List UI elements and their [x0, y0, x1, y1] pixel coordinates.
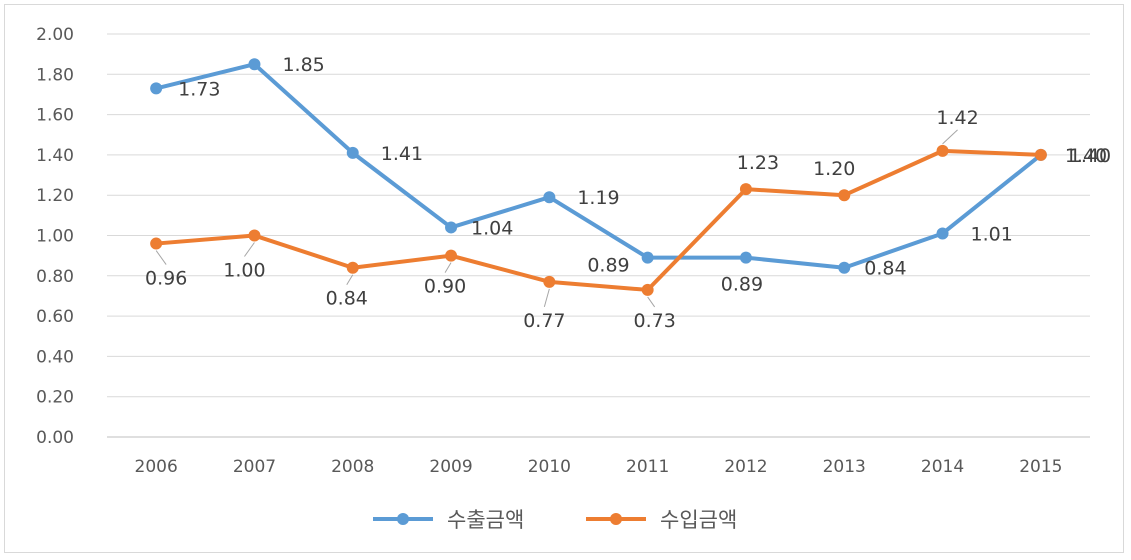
data-point — [445, 221, 458, 234]
y-tick-label: 2.00 — [36, 25, 74, 45]
legend-marker — [610, 513, 622, 525]
legend-label: 수출금액 — [447, 508, 524, 532]
leader-line — [647, 296, 656, 308]
y-axis-ticks: 0.00 0.20 0.40 0.60 0.80 1.00 1.20 1.40 1.60 1.80… — [36, 25, 74, 448]
data-labels: 1.73 1.85 1.41 1.04 1.19 0.89 0.89 0.84 1.01 1.40… — [145, 54, 1111, 332]
data-point — [543, 191, 556, 204]
data-point — [936, 144, 949, 157]
y-tick-label: 0.60 — [36, 307, 74, 327]
data-point — [346, 146, 359, 159]
leader-line — [346, 274, 354, 285]
x-tick-label: 2012 — [724, 457, 767, 477]
data-point — [248, 229, 261, 242]
data-label: 0.89 — [721, 274, 763, 296]
data-point — [346, 261, 359, 274]
legend: 수출금액 수입금액 — [373, 508, 737, 532]
series-line-1 — [154, 62, 1043, 270]
data-label: 1.85 — [282, 54, 324, 76]
data-point — [445, 249, 458, 262]
data-label: 1.00 — [223, 260, 265, 282]
data-label: 1.04 — [471, 217, 513, 239]
data-point — [739, 183, 752, 196]
data-label: 1.23 — [737, 152, 779, 174]
data-point — [150, 237, 163, 250]
x-tick-label: 2015 — [1019, 457, 1062, 477]
y-tick-label: 0.00 — [36, 428, 74, 448]
data-point — [641, 283, 654, 296]
x-tick-label: 2014 — [921, 457, 964, 477]
data-point — [1034, 148, 1047, 161]
data-point — [838, 189, 851, 202]
data-label: 0.84 — [864, 258, 906, 280]
x-tick-label: 2009 — [429, 457, 472, 477]
data-label: 1.42 — [936, 107, 978, 129]
series-lines — [150, 58, 1047, 296]
data-label: 1.41 — [381, 143, 423, 165]
data-label: 0.89 — [587, 255, 629, 277]
data-label: 0.77 — [523, 310, 565, 332]
leader-line — [444, 262, 452, 273]
data-label: 1.73 — [178, 78, 220, 100]
leader-line — [244, 242, 255, 257]
data-label: 0.84 — [326, 288, 368, 310]
legend-label: 수입금액 — [660, 508, 737, 532]
x-tick-label: 2007 — [233, 457, 276, 477]
data-point — [838, 261, 851, 274]
data-point — [641, 251, 654, 264]
x-axis-ticks: 2006 2007 2008 2009 2010 2011 2012 2013 2014 2015 — [135, 457, 1063, 477]
y-tick-label: 1.60 — [36, 106, 74, 126]
leader-line — [155, 250, 167, 265]
gridlines — [107, 33, 1090, 438]
y-tick-label: 0.20 — [36, 388, 74, 408]
data-label: 1.01 — [971, 223, 1013, 245]
data-point — [936, 227, 949, 240]
y-tick-label: 1.80 — [36, 65, 74, 85]
data-point — [543, 275, 556, 288]
data-label: 0.96 — [145, 268, 187, 290]
data-point — [150, 82, 163, 95]
x-tick-label: 2008 — [331, 457, 374, 477]
x-tick-label: 2011 — [626, 457, 669, 477]
y-tick-label: 0.80 — [36, 267, 74, 287]
y-tick-label: 1.40 — [36, 146, 74, 166]
data-point — [248, 58, 261, 71]
leader-line — [942, 129, 958, 145]
x-tick-label: 2010 — [528, 457, 571, 477]
x-tick-label: 2006 — [135, 457, 178, 477]
data-label: 1.40 — [1065, 145, 1107, 167]
chart-frame — [4, 4, 1124, 553]
y-tick-label: 0.40 — [36, 347, 74, 367]
data-label: 1.40 — [1069, 145, 1111, 167]
data-point — [739, 251, 752, 264]
leader-line — [543, 288, 550, 307]
data-label: 0.73 — [633, 310, 675, 332]
series-line-2 — [154, 148, 1043, 292]
x-tick-label: 2013 — [823, 457, 866, 477]
data-label: 1.20 — [813, 158, 855, 180]
y-tick-label: 1.00 — [36, 227, 74, 247]
data-label: 1.19 — [577, 187, 619, 209]
data-label: 0.90 — [424, 276, 466, 298]
y-tick-label: 1.20 — [36, 186, 74, 206]
legend-marker — [397, 513, 409, 525]
